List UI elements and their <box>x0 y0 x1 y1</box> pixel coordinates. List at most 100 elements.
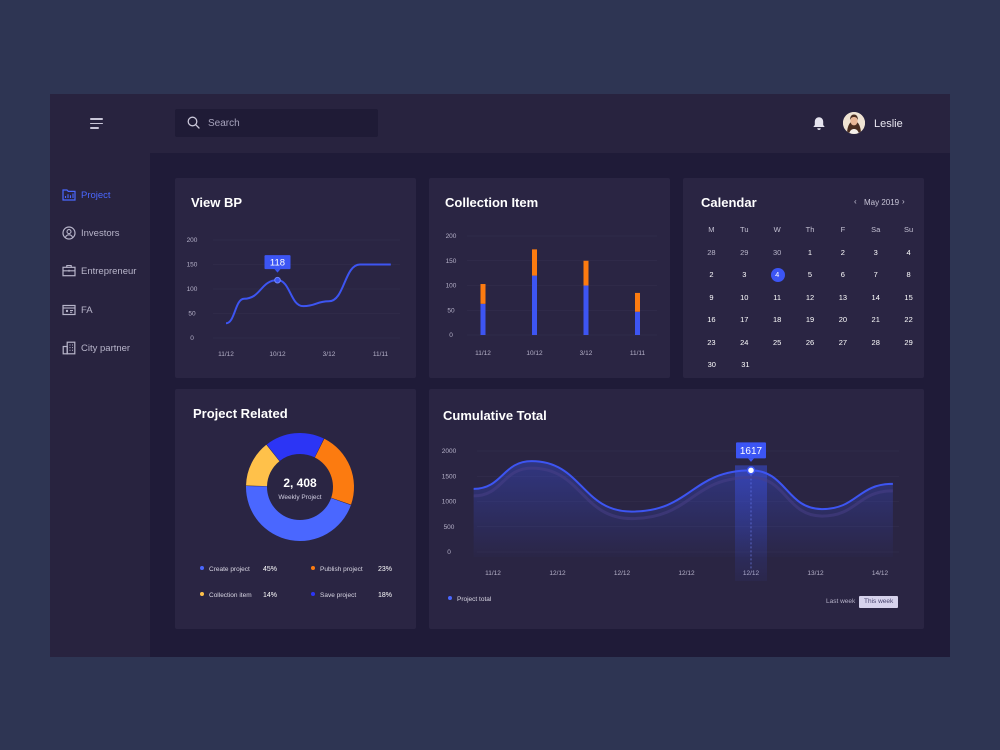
weekday-label: Tu <box>740 225 749 234</box>
calendar-day[interactable]: 30 <box>707 360 716 369</box>
view-bp-card: View BP 200 150 100 50 0 11/12 10/12 3/12 11/11 1… <box>175 178 416 378</box>
calendar-day[interactable]: 5 <box>807 270 813 279</box>
legend-pct: 45% <box>263 566 278 573</box>
calendar-day[interactable]: 1 <box>807 247 813 257</box>
bar-segment-orange <box>635 292 640 312</box>
calendar-day[interactable]: 6 <box>840 270 845 279</box>
bar-segment-orange <box>480 284 486 304</box>
next-month-icon[interactable]: › <box>902 197 905 206</box>
calendar-week: 9 10 11 12 13 14 15 <box>695 287 925 310</box>
calendar-day[interactable]: 31 <box>741 360 750 369</box>
area-shadow-line <box>473 466 893 521</box>
tooltip-value: 1617 <box>740 446 763 457</box>
calendar-day[interactable]: 3 <box>742 270 747 279</box>
y-tick-label: 200 <box>446 233 457 240</box>
x-tick-label: 11/12 <box>475 350 491 357</box>
dashboard-app: Leslie Project Investors Entrepreneur <box>50 94 950 657</box>
calendar-day[interactable]: 19 <box>805 315 815 324</box>
calendar-day[interactable]: 28 <box>871 337 880 347</box>
avatar[interactable] <box>843 112 865 134</box>
briefcase-icon <box>62 264 76 277</box>
legend-project-total: Project total <box>448 596 491 603</box>
y-tick-label: 200 <box>187 237 198 244</box>
calendar-day[interactable]: 11 <box>773 292 782 302</box>
sidebar-item-label: Investors <box>81 228 120 239</box>
sidebar-item-city-partner[interactable]: City partner <box>62 339 146 359</box>
sidebar-item-label: Entrepreneur <box>81 266 137 277</box>
project-related-title: Project Related <box>193 406 288 421</box>
collection-item-title: Collection Item <box>445 195 539 210</box>
legend-pct: 23% <box>378 566 393 573</box>
area-line <box>473 460 893 513</box>
calendar-day[interactable]: 8 <box>906 270 911 279</box>
calendar-day[interactable]: 9 <box>709 292 714 302</box>
calendar-day[interactable]: 20 <box>838 315 848 324</box>
y-tick-label: 1500 <box>442 473 457 480</box>
top-bar: Leslie <box>50 94 950 153</box>
collection-item-card: Collection Item 200 150 100 50 0 11/12 10/12 3/… <box>429 178 670 378</box>
bar-segment-orange <box>532 249 537 276</box>
calendar-day[interactable]: 14 <box>871 292 880 302</box>
calendar-day[interactable]: 4 <box>906 247 911 257</box>
calendar-day[interactable]: 3 <box>873 247 878 257</box>
calendar-day[interactable]: 22 <box>904 315 913 324</box>
calendar-day[interactable]: 24 <box>740 337 749 347</box>
x-tick-label: 10/12 <box>269 351 286 358</box>
calendar-day[interactable]: 12 <box>805 292 815 302</box>
prev-month-icon[interactable]: ‹ <box>854 197 857 206</box>
hamburger-menu-icon[interactable] <box>90 118 104 129</box>
this-week-toggle[interactable]: This week <box>859 596 899 608</box>
id-card-icon <box>62 304 76 316</box>
sidebar-item-fa[interactable]: FA <box>62 301 146 321</box>
last-week-toggle[interactable]: Last week <box>826 598 856 605</box>
calendar-month: May 2019 <box>864 198 900 207</box>
bar-segment-blue <box>532 275 537 335</box>
sidebar-item-project[interactable]: Project <box>62 186 146 206</box>
weekday-label: F <box>840 225 846 234</box>
search-input[interactable] <box>208 114 368 132</box>
x-tick-label: 11/12 <box>485 570 501 577</box>
sidebar-item-investors[interactable]: Investors <box>62 224 146 244</box>
bar-segment-blue <box>583 285 589 335</box>
weekday-label: W <box>773 225 781 234</box>
calendar-day[interactable]: 29 <box>904 337 913 347</box>
project-donut-chart <box>246 433 354 541</box>
tooltip-bg <box>264 255 291 270</box>
donut-slice <box>266 433 324 461</box>
weekday-label: Su <box>903 225 914 234</box>
user-name[interactable]: Leslie <box>874 118 903 130</box>
calendar-day[interactable]: 17 <box>740 315 749 324</box>
legend-save-project: Save project <box>311 592 356 599</box>
calendar-day[interactable]: 16 <box>707 315 716 324</box>
calendar-day[interactable]: 23 <box>707 337 716 347</box>
x-tick-label: 14/12 <box>872 570 889 577</box>
x-tick-label: 12/12 <box>614 570 631 577</box>
calendar-day[interactable]: 10 <box>740 292 749 302</box>
calendar-day[interactable]: 7 <box>873 270 878 279</box>
bell-icon[interactable] <box>812 116 826 131</box>
calendar-day[interactable]: 27 <box>838 337 848 347</box>
calendar-day[interactable]: 30 <box>772 247 782 257</box>
calendar-day[interactable]: 29 <box>740 247 749 257</box>
calendar-day[interactable]: 13 <box>838 292 848 302</box>
donut-center-value: 2, 408 <box>283 476 317 490</box>
bar-segment-blue <box>635 311 640 335</box>
calendar-day[interactable]: 26 <box>805 337 815 347</box>
sidebar-item-label: Project <box>81 190 111 201</box>
y-tick-label: 2000 <box>442 448 457 455</box>
tooltip-arrow <box>274 269 281 273</box>
calendar-day[interactable]: 21 <box>871 315 880 324</box>
weekday-label: Th <box>805 225 815 234</box>
x-tick-label: 10/12 <box>526 350 543 357</box>
calendar-day[interactable]: 2 <box>709 270 714 279</box>
calendar-day-selected[interactable]: 4 <box>761 264 794 287</box>
calendar-day[interactable]: 28 <box>707 247 716 257</box>
sidebar-item-entrepreneur[interactable]: Entrepreneur <box>62 262 146 282</box>
calendar-day[interactable]: 18 <box>772 315 782 324</box>
tooltip-arrow <box>748 458 754 462</box>
calendar-day[interactable]: 15 <box>904 292 913 302</box>
buildings-icon <box>62 341 76 355</box>
calendar-day[interactable]: 2 <box>840 247 845 257</box>
calendar-day[interactable]: 25 <box>772 337 782 347</box>
view-bp-title: View BP <box>191 195 243 210</box>
